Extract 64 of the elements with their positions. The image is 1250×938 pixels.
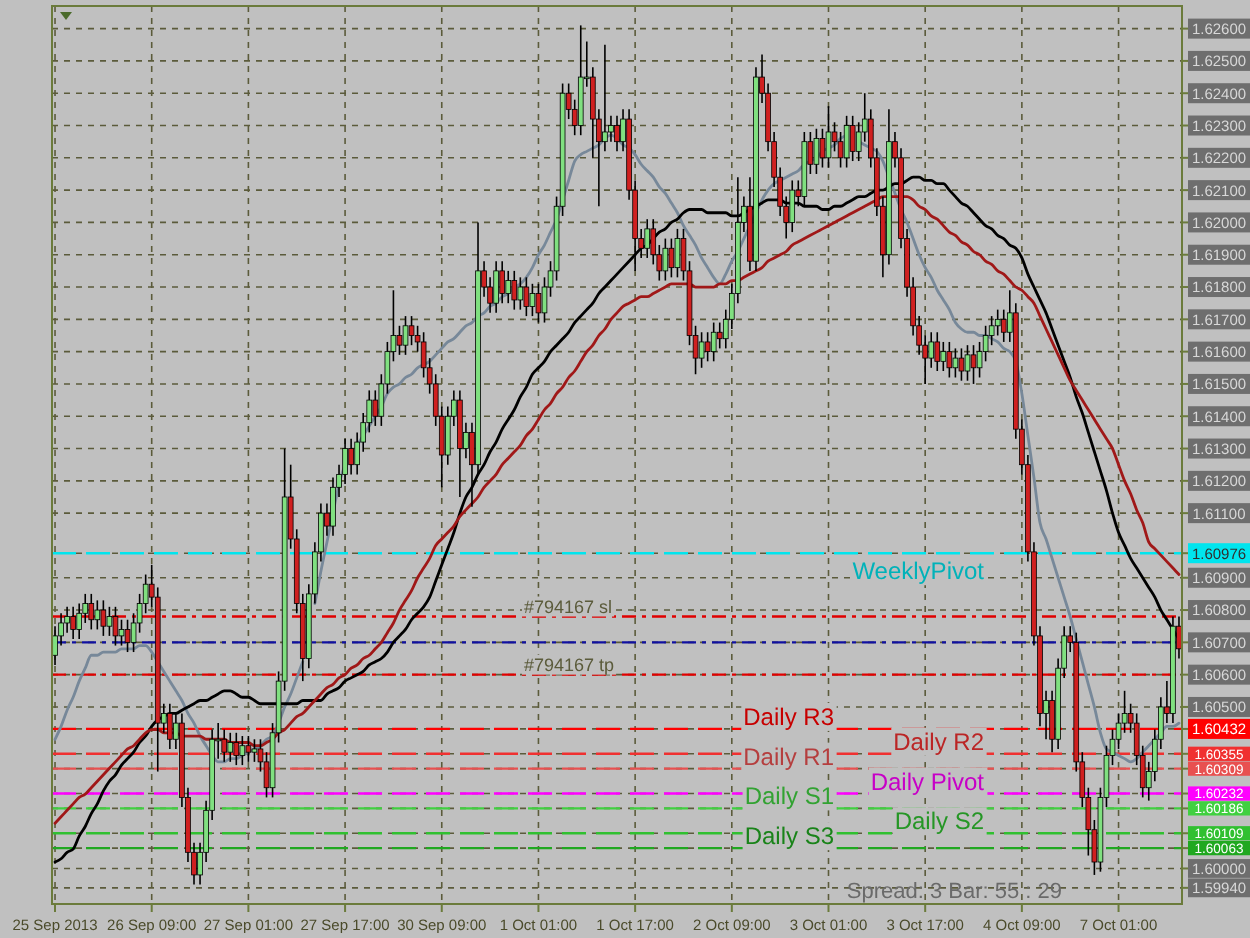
- candlestick: [716, 321, 723, 350]
- candlestick: [970, 344, 977, 385]
- candlestick: [402, 315, 409, 356]
- ref-line-label: Daily R2: [893, 727, 985, 756]
- candlestick: [239, 735, 246, 766]
- candlestick: [668, 237, 675, 279]
- candlestick: [167, 702, 173, 750]
- candlestick: [698, 331, 705, 369]
- candlestick: [511, 270, 518, 311]
- candlestick: [710, 321, 717, 363]
- candlestick: [813, 127, 820, 175]
- ref-line-label: Daily S3: [744, 822, 835, 851]
- candlestick: [819, 127, 826, 169]
- candlestick: [76, 602, 82, 640]
- candlestick: [535, 283, 542, 324]
- candlestick: [523, 276, 530, 317]
- candlestick: [958, 347, 965, 382]
- ref-line-label: #794167 tp: [524, 654, 615, 675]
- candlestick: [825, 105, 832, 169]
- ref-line-label: Daily S1: [744, 782, 835, 811]
- candlestick: [106, 606, 113, 637]
- candlestick: [517, 276, 524, 311]
- ref-line-label: #794167 sl: [524, 596, 613, 617]
- candlestick: [227, 732, 234, 763]
- ref-line-label: Daily Pivot: [870, 767, 986, 796]
- candlestick: [644, 218, 651, 259]
- ref-line-label: WeeklyPivot: [852, 557, 986, 586]
- candlestick: [396, 324, 403, 356]
- candlestick: [674, 228, 681, 279]
- candlestick: [614, 115, 620, 153]
- candlestick: [408, 315, 415, 346]
- candlestick: [245, 735, 252, 763]
- candlestick: [994, 308, 1001, 337]
- candlestick: [843, 115, 850, 169]
- candlestick: [529, 283, 536, 317]
- candlestick: [221, 728, 228, 763]
- candlestick: [499, 260, 505, 304]
- candlestick: [372, 389, 379, 427]
- candlestick: [124, 618, 131, 653]
- candlestick: [940, 341, 947, 372]
- annotation: Spread: 3 Bar: 55 : 29: [846, 880, 1062, 904]
- candlestick: [849, 115, 856, 162]
- candlestick: [251, 738, 258, 763]
- candlestick: [952, 347, 959, 379]
- candlestick: [704, 331, 711, 363]
- candlestick: [88, 593, 95, 631]
- ref-line-label: Daily R3: [743, 702, 835, 731]
- candlestick: [505, 270, 512, 304]
- candlestick: [964, 344, 971, 382]
- candlestick: [70, 606, 76, 640]
- candlestick: [118, 618, 125, 647]
- candlestick: [493, 260, 499, 314]
- candlestick: [662, 237, 669, 282]
- candlestick: [233, 732, 240, 766]
- candlestick: [112, 606, 119, 647]
- candlestick: [100, 599, 107, 637]
- candlestick: [946, 341, 953, 379]
- candlestick: [348, 438, 354, 476]
- ref-line-label: Daily R1: [743, 742, 835, 771]
- candlestick: [94, 599, 101, 631]
- candlestick: [934, 331, 941, 372]
- candlestick: [602, 43, 608, 153]
- ref-line-label: Daily S2: [894, 807, 985, 836]
- candlestick: [1000, 308, 1007, 343]
